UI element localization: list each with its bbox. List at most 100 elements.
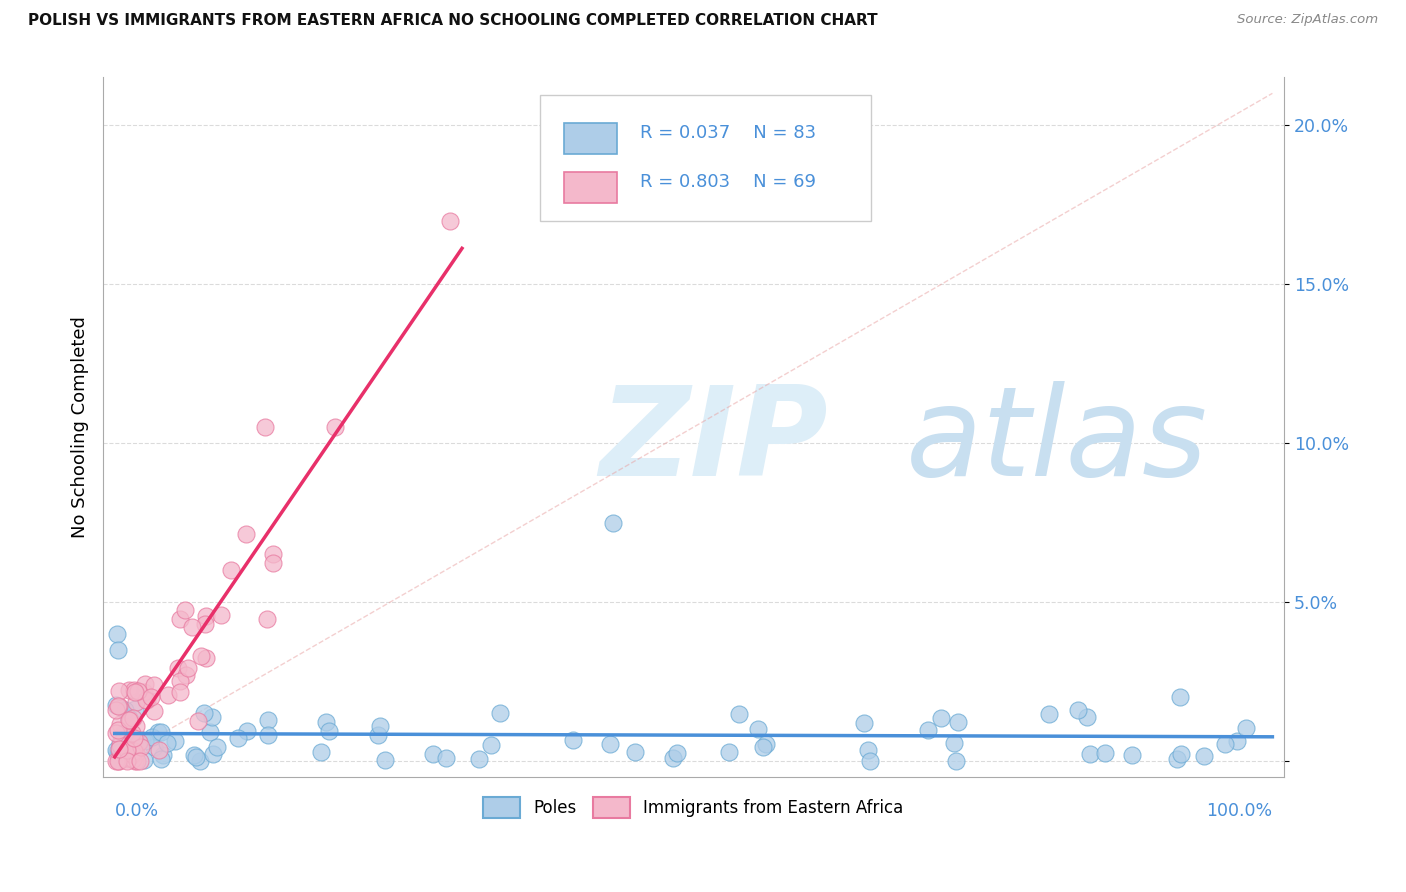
Point (374, 753, 396, 767)
Point (236, 724, 259, 739)
Point (1166, 752, 1188, 766)
Point (120, 742, 142, 756)
Point (201, 747, 224, 761)
Point (118, 713, 141, 727)
Point (152, 748, 174, 763)
Point (122, 682, 145, 697)
Point (132, 685, 155, 699)
Point (205, 740, 228, 755)
Point (1168, 690, 1191, 705)
Point (169, 612, 191, 626)
Point (125, 754, 148, 768)
Point (107, 642, 129, 657)
Text: ZIP: ZIP (599, 381, 828, 501)
Point (747, 722, 769, 736)
Point (129, 740, 152, 755)
Point (1234, 721, 1257, 735)
Point (146, 725, 169, 739)
Point (107, 741, 129, 756)
Point (180, 619, 202, 633)
Point (121, 747, 143, 761)
Point (107, 723, 129, 737)
Point (169, 684, 191, 698)
Point (439, 213, 461, 227)
Point (666, 746, 689, 760)
Point (945, 754, 967, 768)
Point (129, 754, 152, 768)
Point (114, 703, 136, 717)
Text: POLISH VS IMMIGRANTS FROM EASTERN AFRICA NO SCHOOLING COMPLETED CORRELATION CHAR: POLISH VS IMMIGRANTS FROM EASTERN AFRICA… (28, 13, 877, 29)
Point (1121, 748, 1143, 763)
Point (121, 726, 143, 740)
Point (479, 738, 502, 752)
Point (467, 752, 489, 766)
FancyBboxPatch shape (540, 95, 870, 221)
Point (262, 556, 284, 570)
Point (262, 547, 284, 561)
Point (121, 752, 143, 766)
Point (1170, 747, 1192, 761)
Point (195, 608, 218, 623)
Point (254, 420, 277, 434)
Point (120, 734, 142, 748)
Point (134, 677, 156, 691)
Point (104, 743, 127, 757)
Point (624, 745, 647, 759)
Point (942, 736, 965, 750)
Point (209, 607, 232, 622)
Point (143, 705, 166, 719)
Point (105, 703, 128, 717)
Point (136, 692, 159, 706)
Point (1038, 707, 1060, 722)
Point (134, 734, 156, 748)
Point (195, 651, 218, 665)
Point (150, 724, 173, 739)
Point (173, 602, 195, 616)
Point (752, 739, 775, 754)
Point (150, 752, 173, 766)
Point (115, 752, 138, 766)
Point (256, 612, 278, 626)
Text: R = 0.037    N = 83: R = 0.037 N = 83 (640, 124, 817, 143)
Point (948, 714, 970, 729)
Point (125, 695, 148, 709)
Text: atlas: atlas (905, 381, 1208, 501)
Point (156, 736, 179, 750)
Point (727, 706, 749, 721)
FancyBboxPatch shape (564, 123, 617, 154)
Point (755, 737, 778, 751)
Point (235, 527, 257, 541)
Point (118, 713, 141, 727)
Point (143, 740, 166, 755)
Point (110, 745, 132, 759)
Point (122, 744, 145, 758)
Point (125, 719, 148, 733)
Point (193, 706, 215, 720)
Point (110, 717, 132, 731)
Point (190, 648, 212, 663)
Point (1094, 746, 1116, 760)
Point (117, 741, 139, 756)
Point (132, 753, 155, 767)
Point (107, 699, 129, 714)
Point (186, 750, 208, 764)
Point (117, 711, 139, 725)
Point (141, 730, 163, 744)
Point (122, 731, 145, 746)
Point (135, 693, 157, 707)
Point (193, 616, 215, 631)
Point (105, 627, 128, 641)
Point (315, 714, 337, 729)
Point (858, 743, 880, 757)
Point (1078, 747, 1101, 761)
Point (201, 710, 224, 724)
Point (169, 673, 191, 688)
Point (148, 743, 170, 757)
Point (188, 754, 211, 768)
Point (166, 660, 188, 674)
Point (108, 745, 131, 759)
Point (107, 754, 129, 768)
Point (422, 747, 444, 761)
Point (118, 712, 141, 726)
Point (917, 723, 939, 738)
